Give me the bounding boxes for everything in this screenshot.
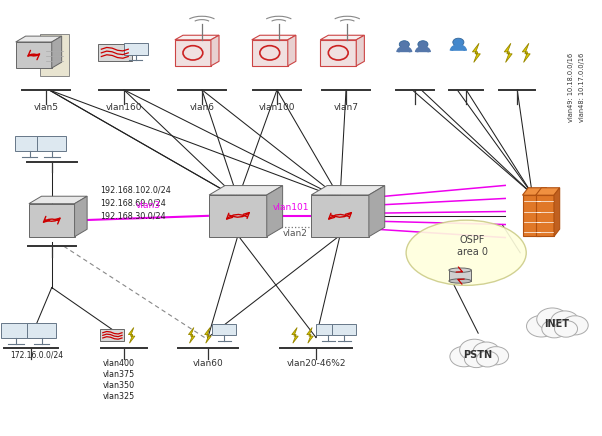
Polygon shape: [523, 188, 547, 195]
Polygon shape: [16, 36, 61, 42]
Polygon shape: [101, 329, 125, 341]
Polygon shape: [473, 43, 480, 62]
FancyBboxPatch shape: [1, 323, 30, 337]
Text: 192.168.69.0/24: 192.168.69.0/24: [100, 198, 166, 208]
Polygon shape: [209, 195, 267, 237]
Polygon shape: [29, 204, 75, 237]
Circle shape: [399, 41, 409, 48]
Text: vlan400: vlan400: [103, 359, 135, 368]
FancyBboxPatch shape: [124, 43, 147, 55]
Text: vlan5: vlan5: [33, 103, 58, 112]
Polygon shape: [523, 195, 541, 236]
Polygon shape: [311, 195, 369, 237]
Polygon shape: [16, 42, 52, 68]
Circle shape: [527, 315, 556, 337]
Polygon shape: [536, 195, 554, 236]
Circle shape: [418, 41, 428, 48]
Text: vlan325: vlan325: [103, 392, 135, 401]
FancyBboxPatch shape: [449, 270, 471, 281]
Text: vlan101: vlan101: [273, 203, 309, 211]
Circle shape: [459, 339, 489, 361]
FancyBboxPatch shape: [27, 323, 56, 337]
Polygon shape: [292, 327, 298, 343]
Polygon shape: [175, 35, 219, 40]
FancyBboxPatch shape: [316, 324, 340, 335]
Polygon shape: [320, 40, 356, 66]
Polygon shape: [541, 188, 547, 236]
Wedge shape: [417, 48, 429, 52]
Text: vlan100: vlan100: [259, 103, 295, 112]
Circle shape: [562, 316, 588, 335]
Polygon shape: [504, 43, 512, 62]
Polygon shape: [211, 35, 219, 66]
Text: 172.16.0.0/24: 172.16.0.0/24: [10, 351, 63, 360]
Text: INET: INET: [544, 320, 569, 330]
Text: vlan160: vlan160: [105, 103, 142, 112]
Text: vlan7: vlan7: [334, 103, 359, 112]
Polygon shape: [75, 196, 87, 237]
Polygon shape: [288, 35, 296, 66]
Circle shape: [542, 320, 567, 338]
Circle shape: [537, 308, 568, 330]
Text: vlan6: vlan6: [190, 103, 214, 112]
Polygon shape: [209, 186, 282, 195]
Text: OSPF
area 0: OSPF area 0: [457, 235, 488, 257]
Circle shape: [453, 38, 464, 46]
FancyBboxPatch shape: [37, 136, 66, 150]
Text: 192.168.102.0/24: 192.168.102.0/24: [100, 185, 170, 194]
FancyBboxPatch shape: [332, 324, 356, 335]
Polygon shape: [175, 40, 211, 66]
Ellipse shape: [449, 279, 471, 283]
Text: vlan60: vlan60: [193, 359, 223, 368]
FancyBboxPatch shape: [15, 136, 44, 150]
Circle shape: [473, 342, 500, 361]
Text: vlan2: vlan2: [282, 229, 308, 238]
Polygon shape: [320, 35, 364, 40]
Polygon shape: [369, 186, 385, 237]
Text: PSTN: PSTN: [464, 350, 493, 360]
Polygon shape: [536, 188, 560, 195]
Text: vlan48: 10.17.0.0/16: vlan48: 10.17.0.0/16: [579, 53, 585, 123]
Polygon shape: [205, 327, 211, 343]
Circle shape: [465, 351, 488, 368]
Wedge shape: [452, 46, 465, 51]
Polygon shape: [252, 40, 288, 66]
Circle shape: [554, 320, 577, 337]
Polygon shape: [52, 36, 61, 68]
Text: 192.168.30.0/24: 192.168.30.0/24: [100, 211, 166, 221]
Polygon shape: [267, 186, 282, 237]
Circle shape: [483, 347, 509, 365]
Polygon shape: [252, 35, 296, 40]
FancyBboxPatch shape: [40, 34, 69, 76]
Polygon shape: [98, 44, 132, 61]
Text: vlan350: vlan350: [103, 381, 135, 390]
Ellipse shape: [449, 268, 471, 272]
Polygon shape: [311, 186, 385, 195]
Text: vlan3: vlan3: [135, 201, 160, 210]
Polygon shape: [307, 327, 313, 343]
Polygon shape: [29, 196, 87, 204]
Circle shape: [551, 311, 579, 331]
Polygon shape: [523, 43, 530, 62]
Polygon shape: [554, 188, 560, 236]
Text: vlan375: vlan375: [103, 370, 135, 379]
Ellipse shape: [406, 220, 526, 286]
Circle shape: [477, 351, 498, 367]
Polygon shape: [356, 35, 364, 66]
Text: vlan20-46%2: vlan20-46%2: [287, 359, 346, 368]
Wedge shape: [398, 48, 411, 52]
Polygon shape: [128, 327, 135, 343]
FancyBboxPatch shape: [213, 324, 236, 335]
Circle shape: [450, 346, 478, 367]
Text: vlan49: 10.18.0.0/16: vlan49: 10.18.0.0/16: [568, 53, 574, 123]
Polygon shape: [188, 327, 195, 343]
